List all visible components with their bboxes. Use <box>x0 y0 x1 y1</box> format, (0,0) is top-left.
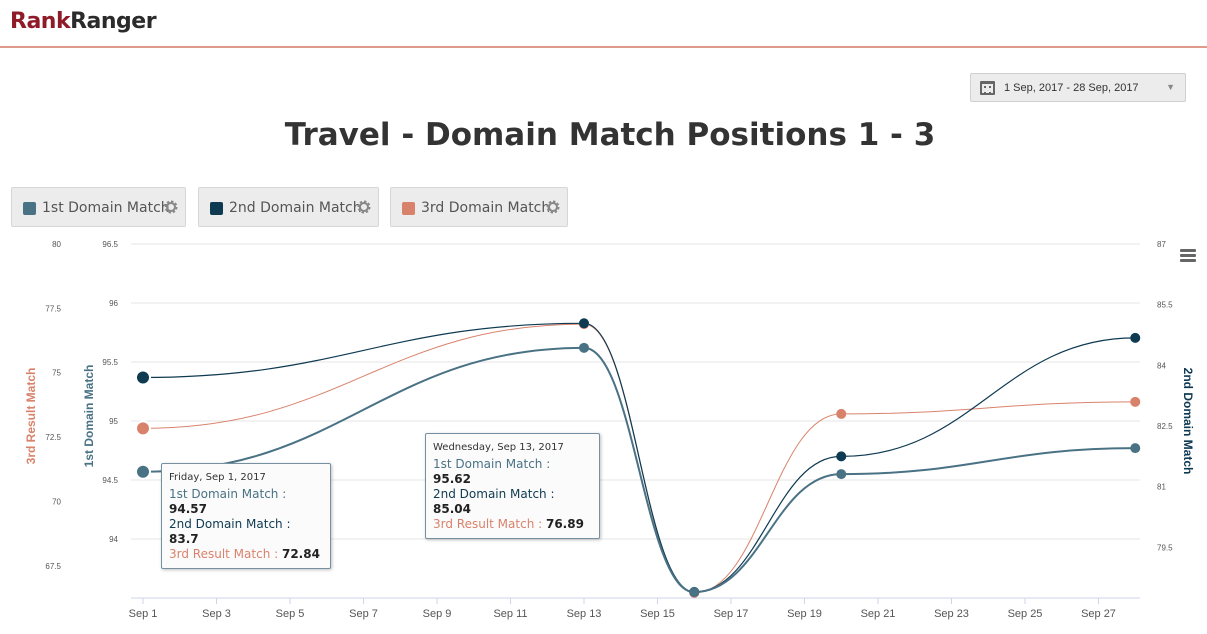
y-tick-label: 94 <box>109 535 118 544</box>
x-tick-label: Sep 23 <box>934 608 969 620</box>
chart-menu-icon[interactable] <box>1180 249 1196 262</box>
tooltip-row: 2nd Domain Match : 83.7 <box>169 517 291 546</box>
date-range-label: 1 Sep, 2017 - 28 Sep, 2017 <box>1004 82 1139 94</box>
series-line-1 <box>142 346 1136 594</box>
x-tick-label: Sep 1 <box>129 608 158 620</box>
y-tick-label: 67.5 <box>45 562 61 571</box>
y-tick-label: 94.5 <box>102 476 118 485</box>
x-tick-label: Sep 3 <box>202 608 231 620</box>
y-tick-label: 85.5 <box>1157 301 1173 310</box>
y-tick-label: 96.5 <box>102 240 118 249</box>
data-point <box>579 318 589 329</box>
tooltip-row: 1st Domain Match : 95.62 <box>433 457 551 486</box>
x-tick-label: Sep 27 <box>1081 608 1116 620</box>
rankranger-logo[interactable]: RankRanger <box>10 9 157 34</box>
x-tick-label: Sep 17 <box>714 608 749 620</box>
y-tick-label: 81 <box>1157 483 1166 492</box>
x-tick-label: Sep 21 <box>861 608 896 620</box>
y-tick-label: 80 <box>52 240 61 249</box>
top-bar: RankRanger <box>0 0 1207 48</box>
data-point <box>836 408 847 419</box>
tooltip-sep-1: Friday, Sep 1, 2017 1st Domain Match : 9… <box>161 463 331 569</box>
y-tick-label: 87 <box>1157 240 1166 249</box>
y-tick-label: 95.5 <box>102 358 118 367</box>
y-tick-label: 84 <box>1157 361 1166 370</box>
gear-icon[interactable] <box>356 199 372 215</box>
data-point <box>1130 332 1141 343</box>
legend-swatch <box>402 202 415 215</box>
calendar-icon <box>980 81 995 95</box>
legend-label: 3rd Domain Match <box>421 200 551 216</box>
data-point <box>1130 396 1141 407</box>
y-axis-title: 2nd Domain Match <box>1181 368 1195 475</box>
x-tick-label: Sep 5 <box>276 608 305 620</box>
gear-icon[interactable] <box>163 199 179 215</box>
data-point <box>579 342 589 353</box>
y-tick-label: 96 <box>109 299 118 308</box>
x-tick-label: Sep 19 <box>787 608 822 620</box>
x-tick-label: Sep 11 <box>493 608 527 620</box>
data-point <box>836 451 847 462</box>
y-tick-label: 79.5 <box>1157 543 1173 552</box>
y-axis-title: 1st Domain Match <box>82 365 96 468</box>
tooltip-date: Friday, Sep 1, 2017 <box>169 472 266 483</box>
legend-label: 2nd Domain Match <box>229 200 362 216</box>
legend-item-3rd-domain-match[interactable]: 3rd Domain Match <box>390 187 568 227</box>
legend-item-2nd-domain-match[interactable]: 2nd Domain Match <box>198 187 379 227</box>
legend-swatch <box>23 202 36 215</box>
tooltip-sep-13: Wednesday, Sep 13, 2017 1st Domain Match… <box>425 433 600 539</box>
legend-label: 1st Domain Match <box>42 200 170 216</box>
date-range-picker[interactable]: 1 Sep, 2017 - 28 Sep, 2017 ▼ <box>970 73 1186 102</box>
data-point <box>1130 443 1141 454</box>
data-point <box>689 587 700 598</box>
tooltip-row: 1st Domain Match : 94.57 <box>169 487 287 516</box>
chart-title: Travel - Domain Match Positions 1 - 3 <box>284 117 936 153</box>
y-tick-label: 95 <box>109 417 118 426</box>
x-tick-label: Sep 7 <box>349 608 378 620</box>
legend-swatch <box>210 202 223 215</box>
chevron-down-icon: ▼ <box>1166 82 1175 92</box>
legend-item-1st-domain-match[interactable]: 1st Domain Match <box>11 187 186 227</box>
x-tick-label: Sep 15 <box>640 608 675 620</box>
tooltip-date: Wednesday, Sep 13, 2017 <box>433 442 564 453</box>
x-tick-label: Sep 25 <box>1008 608 1043 620</box>
y-tick-label: 77.5 <box>45 304 61 313</box>
tooltip-row: 2nd Domain Match : 85.04 <box>433 487 555 516</box>
y-axis-title: 3rd Result Match <box>24 368 38 465</box>
y-tick-label: 82.5 <box>1157 422 1173 431</box>
gear-icon[interactable] <box>545 199 561 215</box>
x-tick-label: Sep 13 <box>567 608 602 620</box>
data-point <box>836 469 847 480</box>
data-point <box>135 463 151 480</box>
data-point <box>135 369 151 386</box>
y-tick-label: 70 <box>52 497 61 506</box>
x-tick-label: Sep 9 <box>423 608 452 620</box>
data-point <box>135 420 151 437</box>
tooltip-row: 3rd Result Match : 72.84 <box>169 547 320 561</box>
y-tick-label: 72.5 <box>45 433 61 442</box>
y-tick-label: 75 <box>52 369 61 378</box>
tooltip-row: 3rd Result Match : 76.89 <box>433 517 584 531</box>
